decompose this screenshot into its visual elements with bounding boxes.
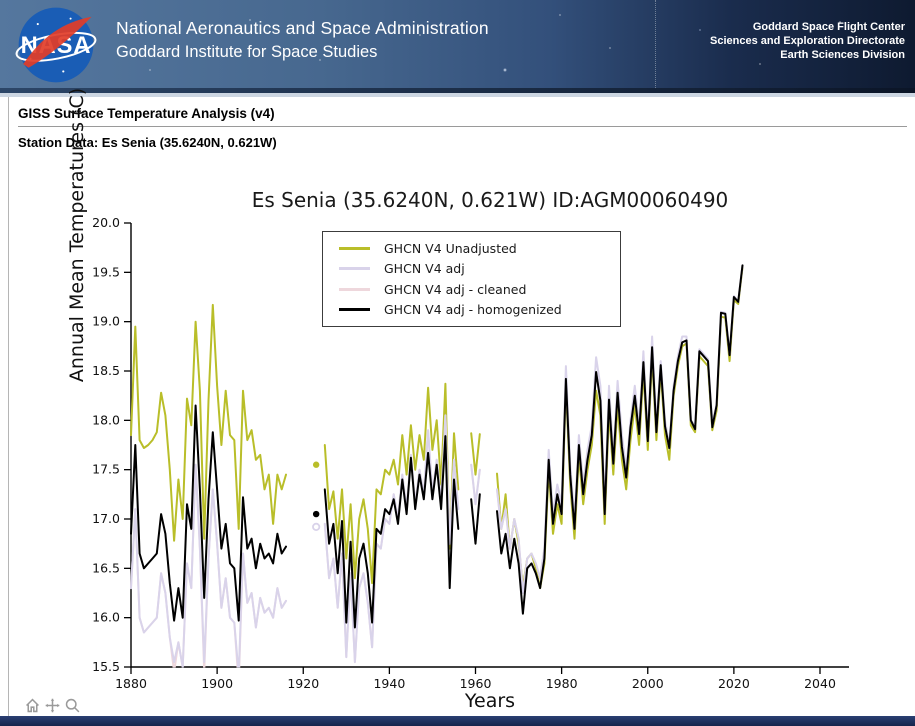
- nasa-meatball-logo-icon: NASA: [15, 7, 97, 83]
- svg-text:16.0: 16.0: [92, 610, 120, 625]
- home-icon[interactable]: [24, 697, 41, 714]
- svg-text:19.0: 19.0: [92, 314, 120, 329]
- svg-text:16.5: 16.5: [92, 560, 120, 575]
- goddard-center-line: Goddard Space Flight Center: [752, 21, 905, 33]
- page-left-border: [8, 97, 9, 716]
- svg-text:1940: 1940: [373, 676, 405, 691]
- page-title: GISS Surface Temperature Analysis (v4): [18, 106, 275, 121]
- title-divider: [18, 126, 907, 127]
- footer-bar: [0, 716, 915, 726]
- svg-text:20.0: 20.0: [92, 215, 120, 230]
- directorate-line: Sciences and Exploration Directorate: [709, 35, 905, 47]
- legend-item-homogenized: GHCN V4 adj - homogenized: [339, 300, 620, 320]
- y-axis-label: Annual Mean Temperatures (C): [66, 87, 88, 383]
- svg-text:1900: 1900: [201, 676, 233, 691]
- svg-text:18.5: 18.5: [92, 363, 120, 378]
- zoom-icon[interactable]: [64, 697, 81, 714]
- chart-legend: GHCN V4 Unadjusted GHCN V4 adj GHCN V4 a…: [322, 231, 621, 327]
- legend-label-adj: GHCN V4 adj: [384, 261, 465, 277]
- nasa-header-banner: NASA National Aeronautics and Space Admi…: [0, 0, 915, 88]
- legend-label-cleaned: GHCN V4 adj - cleaned: [384, 281, 527, 297]
- legend-line-adj-icon: [339, 267, 370, 271]
- legend-label-homogenized: GHCN V4 adj - homogenized: [384, 302, 562, 318]
- legend-item-adj: GHCN V4 adj: [339, 259, 620, 279]
- svg-text:18.0: 18.0: [92, 412, 120, 427]
- svg-text:1920: 1920: [287, 676, 319, 691]
- header-bottom-dark-strip: [0, 88, 915, 93]
- header-bottom-light-strip: [0, 93, 915, 97]
- legend-line-unadjusted-icon: [339, 246, 370, 250]
- plot-toolbar: [24, 697, 81, 714]
- svg-text:2000: 2000: [632, 676, 664, 691]
- header-dotted-divider: [655, 0, 656, 88]
- institute-name: Goddard Institute for Space Studies: [116, 43, 378, 61]
- svg-text:2020: 2020: [718, 676, 750, 691]
- legend-item-cleaned: GHCN V4 adj - cleaned: [339, 279, 620, 299]
- pan-icon[interactable]: [44, 697, 61, 714]
- svg-text:2040: 2040: [804, 676, 836, 691]
- legend-line-cleaned-icon: [339, 287, 370, 291]
- station-subtitle: Station Data: Es Senia (35.6240N, 0.621W…: [18, 135, 277, 150]
- svg-text:1880: 1880: [115, 676, 147, 691]
- svg-text:1980: 1980: [546, 676, 578, 691]
- svg-text:1960: 1960: [460, 676, 492, 691]
- legend-line-homogenized-icon: [339, 308, 370, 312]
- header-agency-block: National Aeronautics and Space Administr…: [116, 18, 489, 62]
- legend-label-unadjusted: GHCN V4 Unadjusted: [384, 240, 517, 256]
- svg-text:19.5: 19.5: [92, 264, 120, 279]
- chart-title: Es Senia (35.6240N, 0.621W) ID:AGM000604…: [251, 188, 729, 212]
- x-axis-label: Years: [464, 690, 516, 712]
- svg-text:15.5: 15.5: [92, 659, 120, 674]
- svg-text:17.5: 17.5: [92, 462, 120, 477]
- legend-item-unadjusted: GHCN V4 Unadjusted: [339, 238, 620, 258]
- division-line: Earth Sciences Division: [780, 49, 905, 61]
- agency-name: National Aeronautics and Space Administr…: [116, 18, 489, 38]
- header-directorate-block: Goddard Space Flight Center Sciences and…: [710, 20, 905, 62]
- station-temperature-chart: 15.5 16.0 16.5 17.0 17.5 18.0 18.5 19.0 19.5 20.0…: [0, 88, 915, 716]
- svg-text:17.0: 17.0: [92, 511, 120, 526]
- chart-plot-svg: 15.5 16.0 16.5 17.0 17.5 18.0 18.5 19.0 19.5 20.0…: [92, 215, 849, 691]
